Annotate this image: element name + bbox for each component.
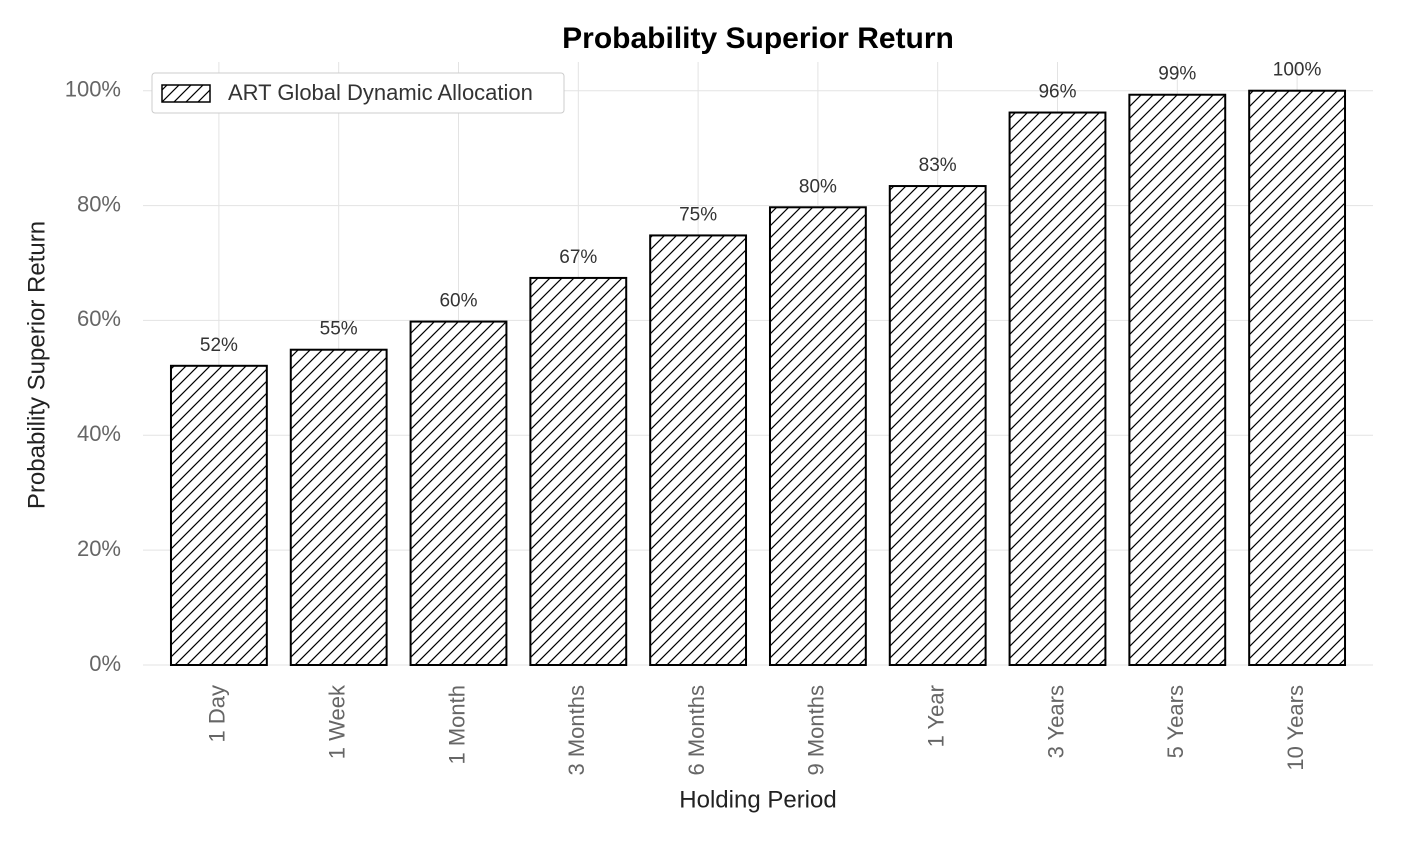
data-label: 100% xyxy=(1273,60,1322,81)
bar-hatch xyxy=(1008,111,1107,666)
y-tick-label: 20% xyxy=(77,536,121,561)
bar-hatch xyxy=(409,320,508,666)
y-tick-label: 100% xyxy=(65,77,121,102)
data-label: 96% xyxy=(1038,82,1076,103)
data-label: 52% xyxy=(200,335,238,356)
data-label: 83% xyxy=(919,155,957,176)
data-label: 80% xyxy=(799,176,837,197)
bar-hatch xyxy=(1248,89,1347,666)
x-tick-label: 10 Years xyxy=(1283,685,1308,771)
x-axis-label: Holding Period xyxy=(679,786,836,813)
bar-hatch xyxy=(888,185,987,666)
chart-title: Probability Superior Return xyxy=(562,22,954,55)
y-tick-label: 80% xyxy=(77,191,121,216)
y-axis-label: Probability Superior Return xyxy=(23,221,50,509)
bar-hatch xyxy=(169,364,268,666)
x-tick-label: 6 Months xyxy=(684,685,709,776)
x-tick-label: 1 Week xyxy=(325,684,350,759)
bar-hatch xyxy=(529,276,628,666)
x-tick-label: 3 Months xyxy=(564,685,589,776)
bar-hatch xyxy=(768,206,867,666)
x-tick-label: 1 Year xyxy=(924,685,949,747)
x-tick-label: 5 Years xyxy=(1163,685,1188,758)
bar-hatch xyxy=(1128,93,1227,666)
data-label: 75% xyxy=(679,204,717,225)
legend-box xyxy=(151,72,565,114)
data-label: 67% xyxy=(559,247,597,268)
y-tick-label: 60% xyxy=(77,306,121,331)
x-tick-label: 3 Years xyxy=(1043,685,1068,758)
y-tick-label: 40% xyxy=(77,421,121,446)
legend-swatch xyxy=(161,84,211,103)
data-label: 60% xyxy=(439,291,477,312)
x-tick-label: 1 Month xyxy=(444,685,469,765)
bar-hatch xyxy=(649,234,748,666)
data-label: 55% xyxy=(320,319,358,340)
x-tick-label: 9 Months xyxy=(804,685,829,776)
legend-label: ART Global Dynamic Allocation xyxy=(228,80,533,105)
x-tick-label: 1 Day xyxy=(205,685,230,742)
y-tick-label: 0% xyxy=(89,651,121,676)
data-label: 99% xyxy=(1158,64,1196,85)
bar-hatch xyxy=(289,348,388,666)
